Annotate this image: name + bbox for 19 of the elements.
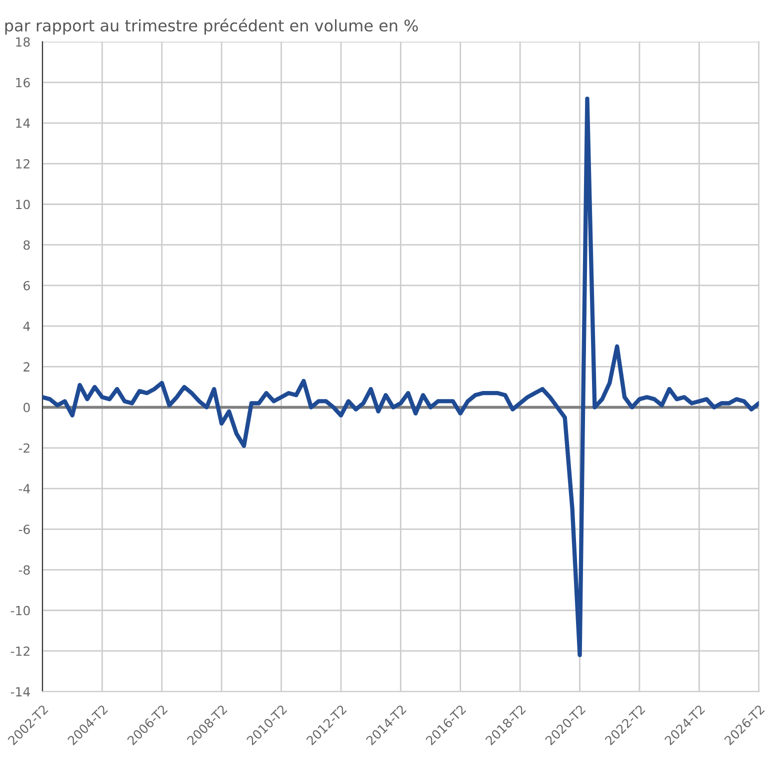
- y-tick-label: 10: [16, 200, 30, 210]
- y-tick-label: 12: [16, 159, 30, 168]
- y-tick-label: -14: [10, 687, 30, 696]
- y-tick-label: -4: [18, 484, 30, 494]
- y-tick-label: 8: [24, 240, 30, 250]
- y-tick-label: -8: [18, 565, 30, 575]
- y-tick-label: 16: [16, 78, 30, 88]
- y-tick-label: 18: [16, 37, 30, 47]
- y-tick-label: -12: [10, 646, 30, 656]
- y-tick-label: 2: [24, 362, 30, 372]
- y-tick-label: -10: [10, 606, 30, 616]
- y-tick-label: 4: [23, 322, 30, 331]
- line-series: [42, 96, 759, 658]
- y-tick-label: -2: [18, 443, 30, 453]
- y-tick-label: -6: [18, 524, 30, 534]
- y-tick-label: 0: [24, 402, 30, 412]
- y-tick-label: 6: [24, 280, 30, 290]
- chart-title: par rapport au trimestre précédent en volume en %: [5, 18, 418, 35]
- y-tick-label: 14: [16, 118, 30, 128]
